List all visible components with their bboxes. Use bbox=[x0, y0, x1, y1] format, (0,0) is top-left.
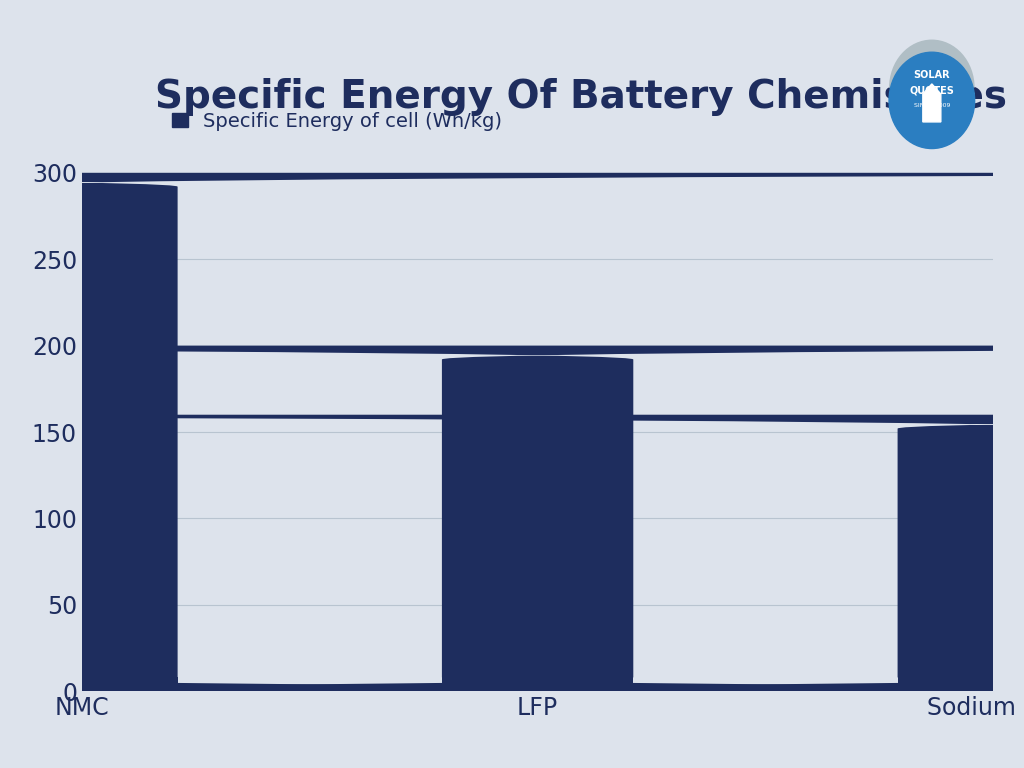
Wedge shape bbox=[889, 39, 975, 88]
FancyBboxPatch shape bbox=[0, 173, 1024, 691]
Polygon shape bbox=[923, 84, 941, 122]
Circle shape bbox=[889, 52, 975, 148]
FancyBboxPatch shape bbox=[0, 415, 1024, 691]
Text: SINCE 2009: SINCE 2009 bbox=[913, 103, 950, 108]
Text: QUOTES: QUOTES bbox=[909, 85, 954, 95]
Legend: Specific Energy of cell (Wh/kg): Specific Energy of cell (Wh/kg) bbox=[165, 104, 510, 138]
FancyBboxPatch shape bbox=[0, 346, 1024, 691]
Text: Specific Energy Of Battery Chemistries: Specific Energy Of Battery Chemistries bbox=[155, 78, 1007, 116]
Bar bbox=[0, 677, 177, 691]
Text: SOLAR: SOLAR bbox=[913, 70, 950, 80]
Bar bbox=[442, 677, 633, 691]
Bar bbox=[898, 677, 1024, 691]
